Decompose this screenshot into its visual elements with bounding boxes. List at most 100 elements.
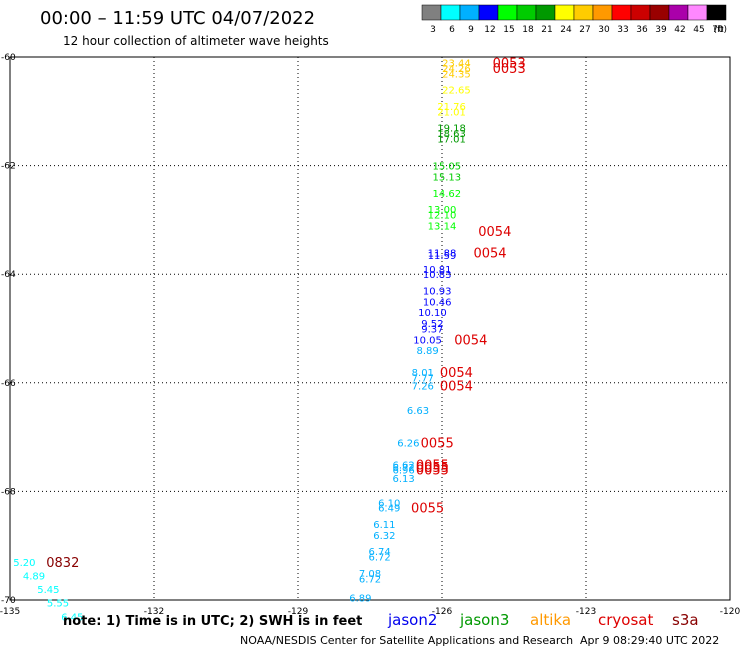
chart-subtitle: 12 hour collection of altimeter wave hei…: [63, 34, 329, 48]
wave-height-point: 6.63: [407, 406, 429, 417]
wave-height-point: 24.26: [442, 64, 471, 75]
x-tick-label: -132: [144, 607, 164, 617]
color-scale-tick-label: 18: [522, 25, 534, 35]
satellite-legend: jason2 jason3 altika cryosat s3a: [387, 611, 699, 629]
color-swatch: [478, 4, 499, 21]
pass-time-label: 0053: [493, 56, 526, 71]
color-scale-tick-label: 15: [503, 25, 514, 35]
wave-height-point: 6.11: [373, 520, 395, 531]
wave-height-point: 12.10: [428, 210, 457, 221]
color-scale-tick-label: 45: [693, 25, 704, 35]
wave-height-point: 5.55: [47, 599, 69, 610]
y-tick-label: -60: [1, 53, 16, 63]
wave-height-point: 5.20: [13, 558, 35, 569]
color-scale-tick-label: 33: [617, 25, 628, 35]
x-tick-label: -120: [720, 607, 740, 617]
color-swatch: [440, 4, 461, 21]
color-scale-tick-label: 21: [541, 25, 552, 35]
wave-height-point: 9.52: [421, 319, 443, 330]
color-swatch: [630, 4, 651, 21]
wave-height-point: 6.10: [378, 498, 400, 509]
wave-height-point: 10.46: [423, 297, 452, 308]
grid-lines: [10, 57, 730, 600]
wave-height-point: 6.45: [61, 612, 83, 623]
x-tick-label: -135: [0, 607, 20, 617]
wave-height-point: 13.00: [428, 205, 457, 216]
satellite-legend-jason2: jason2: [387, 611, 437, 629]
wave-height-point: 7.26: [412, 382, 434, 393]
wave-height-point: 10.81: [423, 265, 452, 276]
wave-height-point: 4.89: [23, 572, 45, 583]
color-scale-tick-label: 42: [674, 25, 685, 35]
color-scale-unit: (ft): [713, 25, 727, 35]
y-tick-label: -62: [1, 162, 16, 172]
y-tick-label: -66: [1, 379, 16, 389]
wave-height-point: 6.13: [392, 474, 414, 485]
wave-height-point: 6.62: [392, 460, 414, 471]
color-scale-legend: 3 6 9 12 15 18 21 24 27 30 33 36 39 42 45 70(ft): [421, 4, 727, 35]
y-tick-label: -70: [1, 596, 16, 606]
color-swatch: [611, 4, 632, 21]
color-scale-tick-label: 70: [712, 25, 724, 35]
wave-height-point: 8.89: [416, 346, 438, 357]
wave-height-point: 22.65: [442, 86, 471, 97]
color-swatch: [649, 4, 670, 21]
x-tick-label: -123: [576, 607, 596, 617]
wave-height-point: 8.01: [412, 368, 434, 379]
wave-height-point: 21.76: [437, 102, 466, 113]
color-scale-tick-label: 3: [430, 25, 436, 35]
color-swatch: [592, 4, 613, 21]
wave-height-point: 10.83: [423, 270, 452, 281]
wave-height-point: 6.72: [359, 574, 381, 585]
pass-time-label: 0055: [421, 437, 454, 452]
pass-time-label: 0832: [46, 556, 79, 571]
y-tick-label: -64: [1, 270, 16, 280]
wave-height-point: 6.96: [392, 466, 414, 477]
footer-credit: NOAA/NESDIS Center for Satellite Applica…: [240, 634, 573, 647]
satellite-legend-altika: altika: [530, 611, 571, 629]
pass-time-label: 0054: [473, 246, 506, 261]
wave-height-point: 6.74: [368, 547, 390, 558]
color-swatch: [421, 4, 442, 21]
plot-area: -135 -132 -129 -126 -123 -120 -60 -62 -64 -66 -68 -…: [0, 53, 740, 623]
x-tick-label: -126: [432, 607, 453, 617]
wave-height-point: 7.08: [359, 569, 381, 580]
x-tick-label: -129: [288, 607, 309, 617]
wave-height-point: 15.05: [432, 162, 461, 173]
wave-height-point: 6.72: [392, 463, 414, 474]
wave-height-point: 6.32: [373, 531, 395, 542]
pass-time-label: 0054: [440, 380, 473, 395]
color-swatch: [497, 4, 518, 21]
pass-time-label: 0055: [416, 458, 449, 473]
wave-height-point: 10.10: [418, 308, 447, 319]
color-scale-tick-label: 30: [598, 25, 610, 35]
color-scale-tick-label: 36: [636, 25, 648, 35]
wave-height-point: 11.88: [428, 248, 457, 259]
pass-time-label: 0053: [493, 62, 526, 77]
wave-height-point: 9.37: [421, 325, 443, 336]
color-swatch: [554, 4, 575, 21]
plot-frame: [9, 56, 731, 601]
color-swatch: [573, 4, 594, 21]
wave-height-point: 6.72: [368, 553, 390, 564]
pass-time-label: 0054: [454, 333, 487, 348]
pass-time-label: 0055: [416, 464, 449, 479]
pass-time-label: 0055: [416, 461, 449, 476]
color-swatch: [706, 4, 727, 21]
wave-height-point: 15.13: [432, 172, 461, 183]
satellite-legend-jason3: jason3: [459, 611, 509, 629]
color-swatch: [535, 4, 556, 21]
chart-title: 00:00 – 11:59 UTC 04/07/2022: [40, 8, 315, 29]
wave-height-point: 21.01: [437, 107, 466, 118]
wave-height-point: 7.77: [412, 373, 434, 384]
wave-height-point: 13.14: [428, 221, 457, 232]
wave-height-point: 18.63: [437, 129, 466, 140]
wave-height-point: 10.93: [423, 286, 452, 297]
wave-height-point: 6.89: [349, 593, 371, 604]
wave-height-point: 5.45: [37, 585, 59, 596]
color-swatch: [668, 4, 689, 21]
wave-height-point: 6.49: [378, 504, 400, 515]
wave-height-point: 11.59: [428, 251, 457, 262]
